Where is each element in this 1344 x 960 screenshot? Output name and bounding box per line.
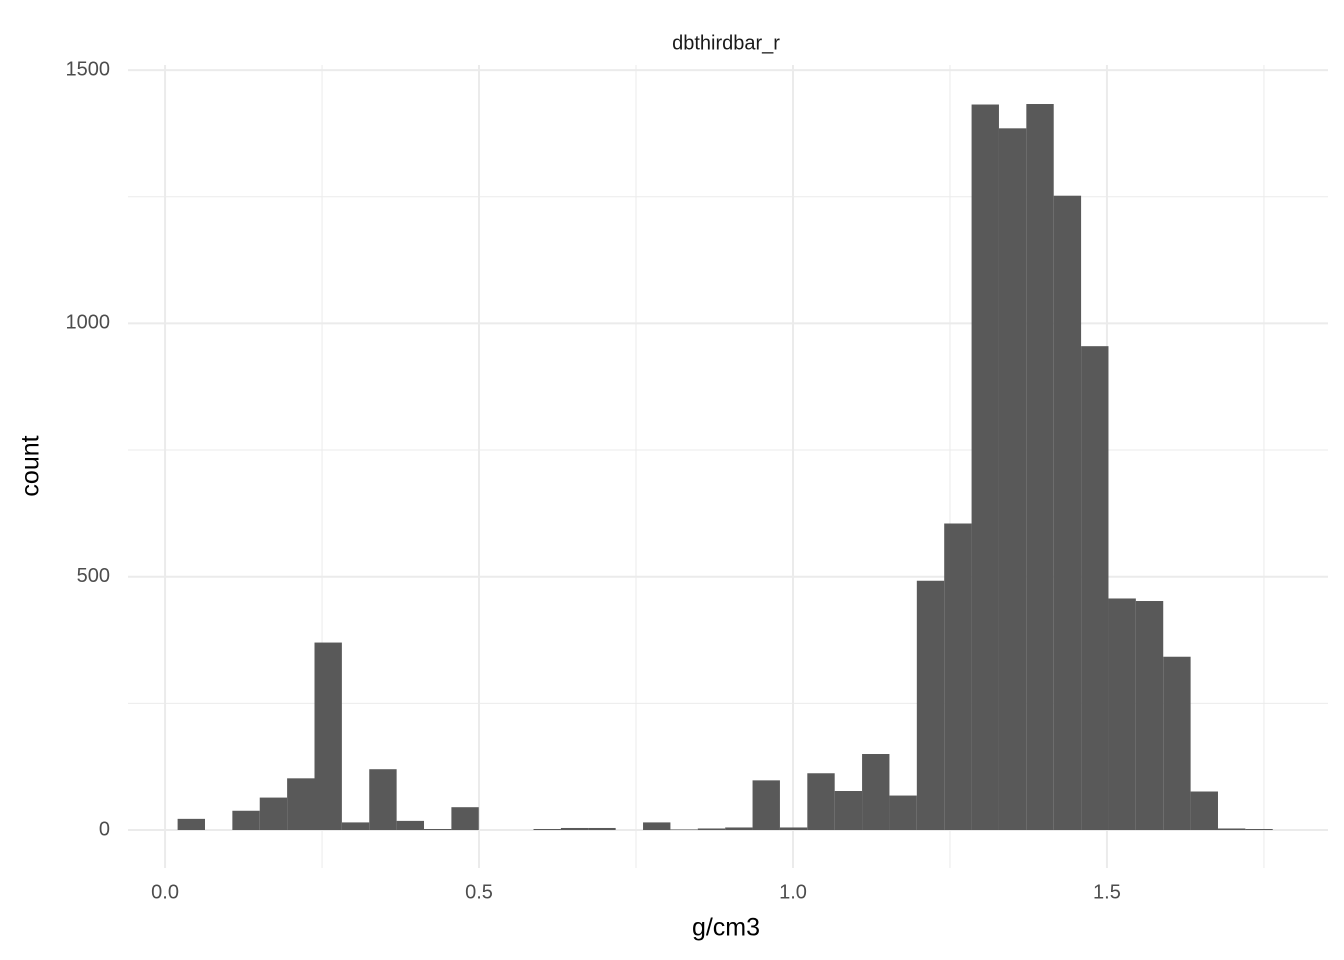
bar: [779, 827, 808, 831]
bar: [1217, 828, 1246, 831]
bar: [697, 828, 726, 831]
bar: [862, 754, 890, 831]
y-tick-label: 500: [77, 565, 110, 587]
bar: [259, 797, 288, 831]
bar: [643, 822, 671, 831]
bar: [1190, 791, 1218, 831]
bar: [916, 580, 945, 831]
bar: [1245, 828, 1273, 831]
bar: [533, 828, 561, 831]
bar: [944, 523, 972, 831]
bar: [1135, 601, 1164, 831]
bar: [341, 822, 370, 831]
bar: [1053, 195, 1082, 831]
bar: [889, 795, 917, 831]
bar: [424, 828, 452, 831]
bar: [1081, 346, 1109, 831]
y-tick-label: 1000: [66, 312, 111, 334]
x-axis-title: g/cm3: [692, 914, 760, 942]
bar: [588, 827, 616, 831]
bar: [752, 780, 780, 831]
x-tick-label: 1.0: [779, 881, 807, 903]
bar: [314, 642, 342, 831]
bar: [971, 104, 999, 831]
bar: [1163, 656, 1191, 831]
bar: [287, 778, 315, 831]
x-tick-label: 0.5: [465, 881, 493, 903]
bar: [670, 829, 698, 831]
bar: [834, 790, 863, 831]
y-tick-label: 1500: [66, 58, 111, 80]
bar: [998, 128, 1027, 831]
y-tick-label: 0: [99, 818, 110, 840]
bar: [725, 827, 753, 831]
bar: [451, 807, 479, 831]
chart-title: dbthirdbar_r: [672, 32, 780, 54]
bar: [807, 773, 835, 831]
y-axis-title: count: [17, 435, 45, 496]
bar: [396, 820, 425, 831]
x-tick-label: 1.5: [1093, 881, 1121, 903]
bar: [1026, 104, 1054, 831]
bar: [232, 810, 260, 831]
x-tick-label: 0.0: [151, 881, 179, 903]
bar: [560, 827, 589, 831]
bar: [369, 769, 397, 831]
bar: [1108, 598, 1136, 831]
bar: [177, 818, 205, 831]
